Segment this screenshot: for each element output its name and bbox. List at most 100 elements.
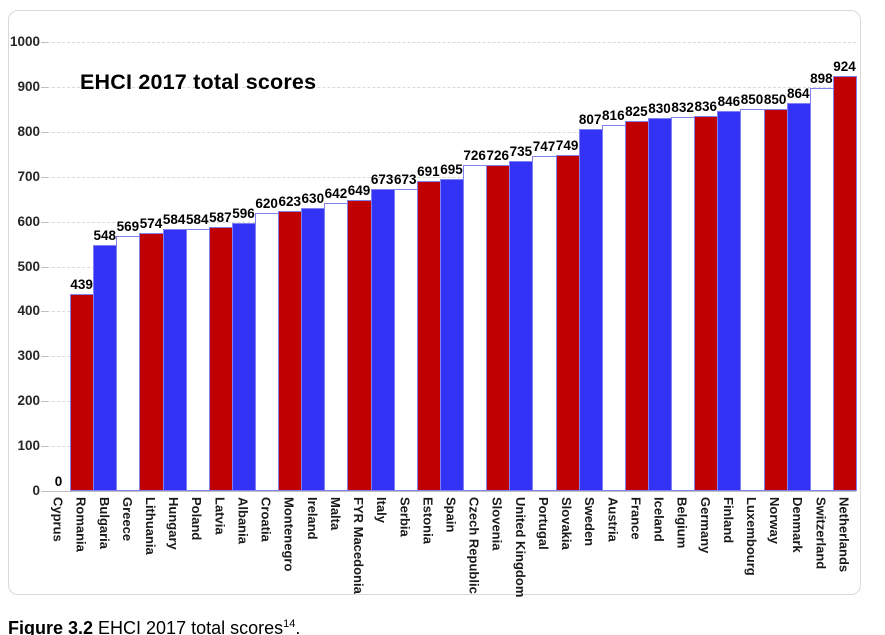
bar — [578, 128, 603, 491]
bar — [601, 124, 626, 491]
bar-data-label: 695 — [440, 161, 463, 177]
bar — [301, 208, 326, 491]
y-axis-label: 700 — [17, 168, 40, 184]
bar-data-label: 649 — [347, 182, 371, 198]
bar — [70, 293, 95, 491]
x-axis-label: Croatia — [258, 497, 274, 542]
x-axis-label: Denmark — [790, 497, 806, 553]
x-axis-label: Finland — [720, 497, 736, 544]
bar — [324, 202, 349, 491]
x-axis-label: Albania — [235, 497, 251, 544]
x-axis-label: Cyprus — [50, 497, 66, 542]
x-axis-label: Czech Republic — [466, 497, 482, 594]
y-axis-tick — [41, 446, 48, 448]
bar-data-label: 898 — [810, 70, 833, 86]
x-axis-label: Latvia — [212, 497, 228, 535]
bar-data-label: 825 — [625, 103, 648, 119]
bar — [208, 227, 233, 491]
x-axis-label: Estonia — [420, 497, 436, 544]
bar — [486, 165, 511, 491]
x-axis-label: Italy — [374, 497, 390, 524]
figure-caption: Figure 3.2 EHCI 2017 total scores14. — [8, 618, 300, 635]
bar-data-label: 642 — [324, 185, 348, 201]
x-axis-label: Bulgaria — [96, 497, 112, 550]
bar-data-label: 726 — [486, 148, 509, 164]
bar-data-label: 850 — [763, 92, 787, 108]
y-axis-label: 600 — [17, 213, 40, 229]
x-axis-label: Luxembourg — [744, 497, 759, 576]
bar-data-label: 747 — [532, 138, 556, 154]
bar-data-label: 846 — [717, 94, 741, 110]
bar — [116, 235, 141, 491]
bar-data-label: 864 — [786, 86, 810, 102]
bar — [647, 118, 673, 491]
bar — [509, 160, 534, 491]
gridline — [47, 176, 856, 178]
x-axis-line — [47, 491, 856, 492]
bar-data-label: 726 — [463, 148, 486, 164]
x-axis-label: Poland — [189, 497, 205, 541]
bar-data-label: 439 — [70, 276, 93, 292]
bar-data-label: 596 — [232, 206, 255, 222]
gridline — [47, 131, 856, 133]
x-axis-label: Norway — [767, 497, 783, 544]
bar-data-label: 735 — [509, 143, 533, 159]
bar — [463, 165, 488, 491]
bar-data-label: 587 — [209, 210, 232, 226]
x-axis-label: Slovenia — [489, 497, 505, 551]
bar-data-label: 673 — [394, 171, 417, 187]
x-axis-label: United Kingdom — [512, 497, 528, 598]
bar — [185, 228, 210, 491]
bar — [393, 188, 418, 491]
gridline — [47, 42, 856, 43]
bar-data-label: 569 — [116, 218, 140, 234]
figure-caption-text: EHCI 2017 total scores — [93, 618, 284, 635]
x-axis-label: Spain — [443, 497, 459, 533]
bar — [786, 103, 811, 491]
y-axis-tick — [41, 491, 48, 492]
bar — [416, 180, 441, 491]
x-axis-label: Austria — [605, 497, 621, 542]
x-axis-label: Belgium — [674, 497, 690, 549]
y-axis-tick — [41, 86, 48, 88]
bar-data-label: 816 — [602, 107, 625, 123]
y-axis-label: 200 — [17, 393, 40, 409]
bar — [439, 178, 465, 491]
y-axis-tick — [41, 401, 48, 403]
y-axis-tick — [41, 221, 48, 223]
chart-title: EHCI 2017 total scores — [80, 70, 317, 94]
bar — [740, 109, 765, 491]
bar-data-label: 836 — [694, 98, 718, 114]
x-axis-label: Netherlands — [836, 497, 852, 573]
bar — [624, 120, 649, 491]
bar — [671, 117, 696, 491]
y-axis-label: 0 — [32, 483, 40, 498]
bar-data-label: 620 — [255, 195, 278, 211]
bar — [809, 87, 834, 491]
x-axis-label: Lithuania — [143, 497, 159, 555]
bar — [278, 211, 303, 491]
bar — [139, 233, 164, 491]
bar-data-label: 0 — [54, 474, 63, 489]
bar — [255, 212, 280, 491]
bar-data-label: 574 — [139, 216, 163, 232]
bar — [555, 154, 580, 491]
bar-data-label: 830 — [648, 101, 671, 117]
bar — [763, 109, 788, 491]
x-axis-label: Iceland — [651, 497, 667, 542]
figure-caption-label: Figure 3.2 — [8, 618, 94, 635]
x-axis-label: Montenegro — [281, 497, 297, 572]
x-axis-label: FYR Macedonia — [351, 497, 367, 594]
bar — [717, 111, 742, 491]
bar-data-label: 673 — [370, 171, 394, 187]
x-axis-label: Greece — [119, 497, 135, 542]
x-axis-label: Slovakia — [559, 497, 575, 550]
x-axis-label: Switzerland — [813, 497, 829, 570]
y-axis-label: 100 — [17, 438, 40, 454]
bar — [162, 228, 187, 491]
bar-data-label: 548 — [93, 227, 117, 243]
y-axis-label: 900 — [17, 78, 40, 94]
y-axis-label: 1000 — [9, 34, 40, 49]
y-axis-tick — [41, 266, 48, 268]
bar-data-label: 807 — [578, 111, 602, 127]
